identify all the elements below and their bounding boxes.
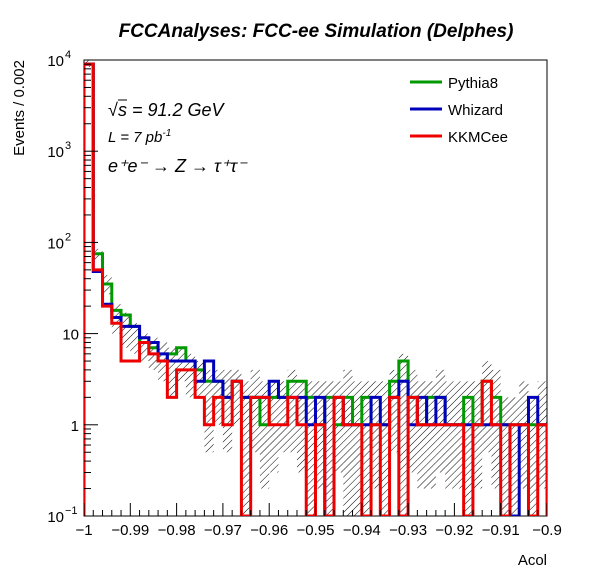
- x-tick-label: −0.92: [435, 522, 473, 539]
- band-bin: [389, 369, 399, 453]
- band-bin: [306, 381, 316, 516]
- band-bin: [176, 347, 186, 382]
- band-bin: [361, 381, 372, 516]
- band-bin: [537, 381, 547, 489]
- band-bin: [241, 381, 251, 516]
- band-bin: [426, 381, 436, 489]
- sqrt-symbol: √: [108, 100, 118, 120]
- band-bin: [287, 369, 297, 453]
- band-bin: [417, 381, 427, 489]
- band-bin: [315, 381, 325, 489]
- y-tick-label: 10: [47, 509, 64, 526]
- x-tick-label: −1: [75, 522, 92, 539]
- annotation-lumi-text: L = 7 pb: [108, 129, 162, 146]
- y-tick-exponent: 4: [65, 49, 71, 61]
- band-bin: [491, 369, 501, 489]
- band-bin: [408, 369, 418, 473]
- y-tick-exponent: −1: [65, 505, 78, 517]
- band-bin: [324, 381, 335, 516]
- legend-label-whizard: Whizard: [448, 102, 503, 119]
- band-bin: [121, 312, 131, 348]
- x-axis-label: Acol: [518, 552, 547, 569]
- band-bin: [371, 381, 381, 489]
- series-layer: [84, 62, 547, 516]
- x-tick-label: −0.91: [482, 522, 520, 539]
- y-tick-exponent: 3: [65, 140, 71, 152]
- band-bin: [204, 369, 214, 453]
- band-bin: [269, 381, 279, 473]
- chart-title: FCCAnalyses: FCC-ee Simulation (Delphes): [119, 21, 514, 42]
- band-bin: [380, 381, 390, 516]
- band-bin: [130, 323, 140, 354]
- x-tick-label: −0.95: [297, 522, 335, 539]
- band-bin: [250, 369, 260, 453]
- y-tick-exponent: 2: [65, 231, 71, 243]
- band-bin: [398, 353, 409, 516]
- band-bin: [500, 397, 510, 516]
- band-bin: [509, 397, 520, 516]
- legend: Pythia8 Whizard KKMCee: [410, 75, 508, 146]
- band-bin: [232, 369, 242, 425]
- x-tick-label: −0.96: [250, 522, 288, 539]
- annotation-lumi-exp: -1: [162, 128, 171, 139]
- annotation-lumi: L = 7 pb-1: [108, 128, 171, 146]
- band-bin: [278, 381, 288, 453]
- band-bin: [528, 397, 538, 516]
- band-bin: [463, 381, 473, 516]
- band-bin: [445, 381, 455, 489]
- uncertainty-band: [84, 60, 547, 516]
- y-tick-label: 1: [71, 418, 79, 435]
- band-bin: [259, 381, 270, 489]
- band-bin: [185, 353, 196, 398]
- band-bin: [352, 381, 362, 516]
- annotation-process: e⁺e⁻ → Z → τ⁺τ⁻: [108, 156, 248, 176]
- band-bin: [167, 347, 177, 398]
- band-bin: [482, 361, 492, 453]
- band-bin: [454, 381, 464, 489]
- annotation-sqrt-s: s = 91.2 GeV: [118, 100, 226, 120]
- axes: −1 −0.99 −0.98 −0.97 −0.96 −0.95 −0.94 −0.93 −0.…: [47, 49, 562, 539]
- band-bin: [435, 369, 446, 473]
- y-tick-label: 10: [47, 53, 64, 70]
- band-bin: [222, 369, 233, 453]
- annotations: √ s = 91.2 GeV L = 7 pb-1 e⁺e⁻ → Z → τ⁺τ…: [108, 99, 248, 176]
- band-bin: [472, 381, 483, 489]
- series-kkmcee-line: [84, 62, 547, 516]
- x-tick-label: −0.99: [111, 522, 149, 539]
- y-tick-label: 10: [62, 327, 79, 344]
- x-tick-label: −0.94: [343, 522, 381, 539]
- y-tick-label: 10: [47, 144, 64, 161]
- band-bin: [519, 381, 529, 489]
- band-bin: [334, 381, 344, 473]
- band-bin: [195, 361, 205, 398]
- x-tick-label: −0.93: [389, 522, 427, 539]
- band-bin: [296, 381, 307, 473]
- legend-label-kkmcee: KKMCee: [448, 129, 508, 146]
- legend-label-pythia8: Pythia8: [448, 75, 498, 92]
- band-bin: [139, 333, 149, 362]
- x-tick-label: −0.9: [532, 522, 562, 539]
- x-tick-label: −0.98: [158, 522, 196, 539]
- x-tick-label: −0.97: [204, 522, 242, 539]
- band-bin: [343, 369, 353, 516]
- y-axis-label: Events / 0.002: [11, 60, 28, 156]
- y-tick-label: 10: [47, 235, 64, 252]
